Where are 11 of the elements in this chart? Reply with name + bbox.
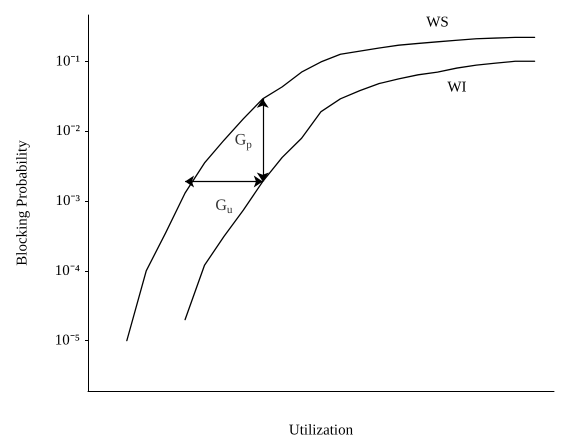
- line-series: [126, 36, 536, 342]
- y-tick-label: 10⁻²: [56, 123, 80, 140]
- x-axis-title: Utilization: [288, 422, 354, 438]
- series-label: WS: [426, 14, 449, 30]
- y-axis-title: Blocking Probability: [14, 140, 30, 266]
- line-series: [184, 60, 536, 320]
- y-tick-label: 10⁻¹: [56, 53, 80, 70]
- series-label: WI: [447, 80, 466, 96]
- y-tick-label: 10⁻³: [56, 192, 80, 209]
- y-tick-label: 10⁻⁵: [54, 332, 80, 349]
- y-tick-label: 10⁻⁴: [54, 262, 80, 279]
